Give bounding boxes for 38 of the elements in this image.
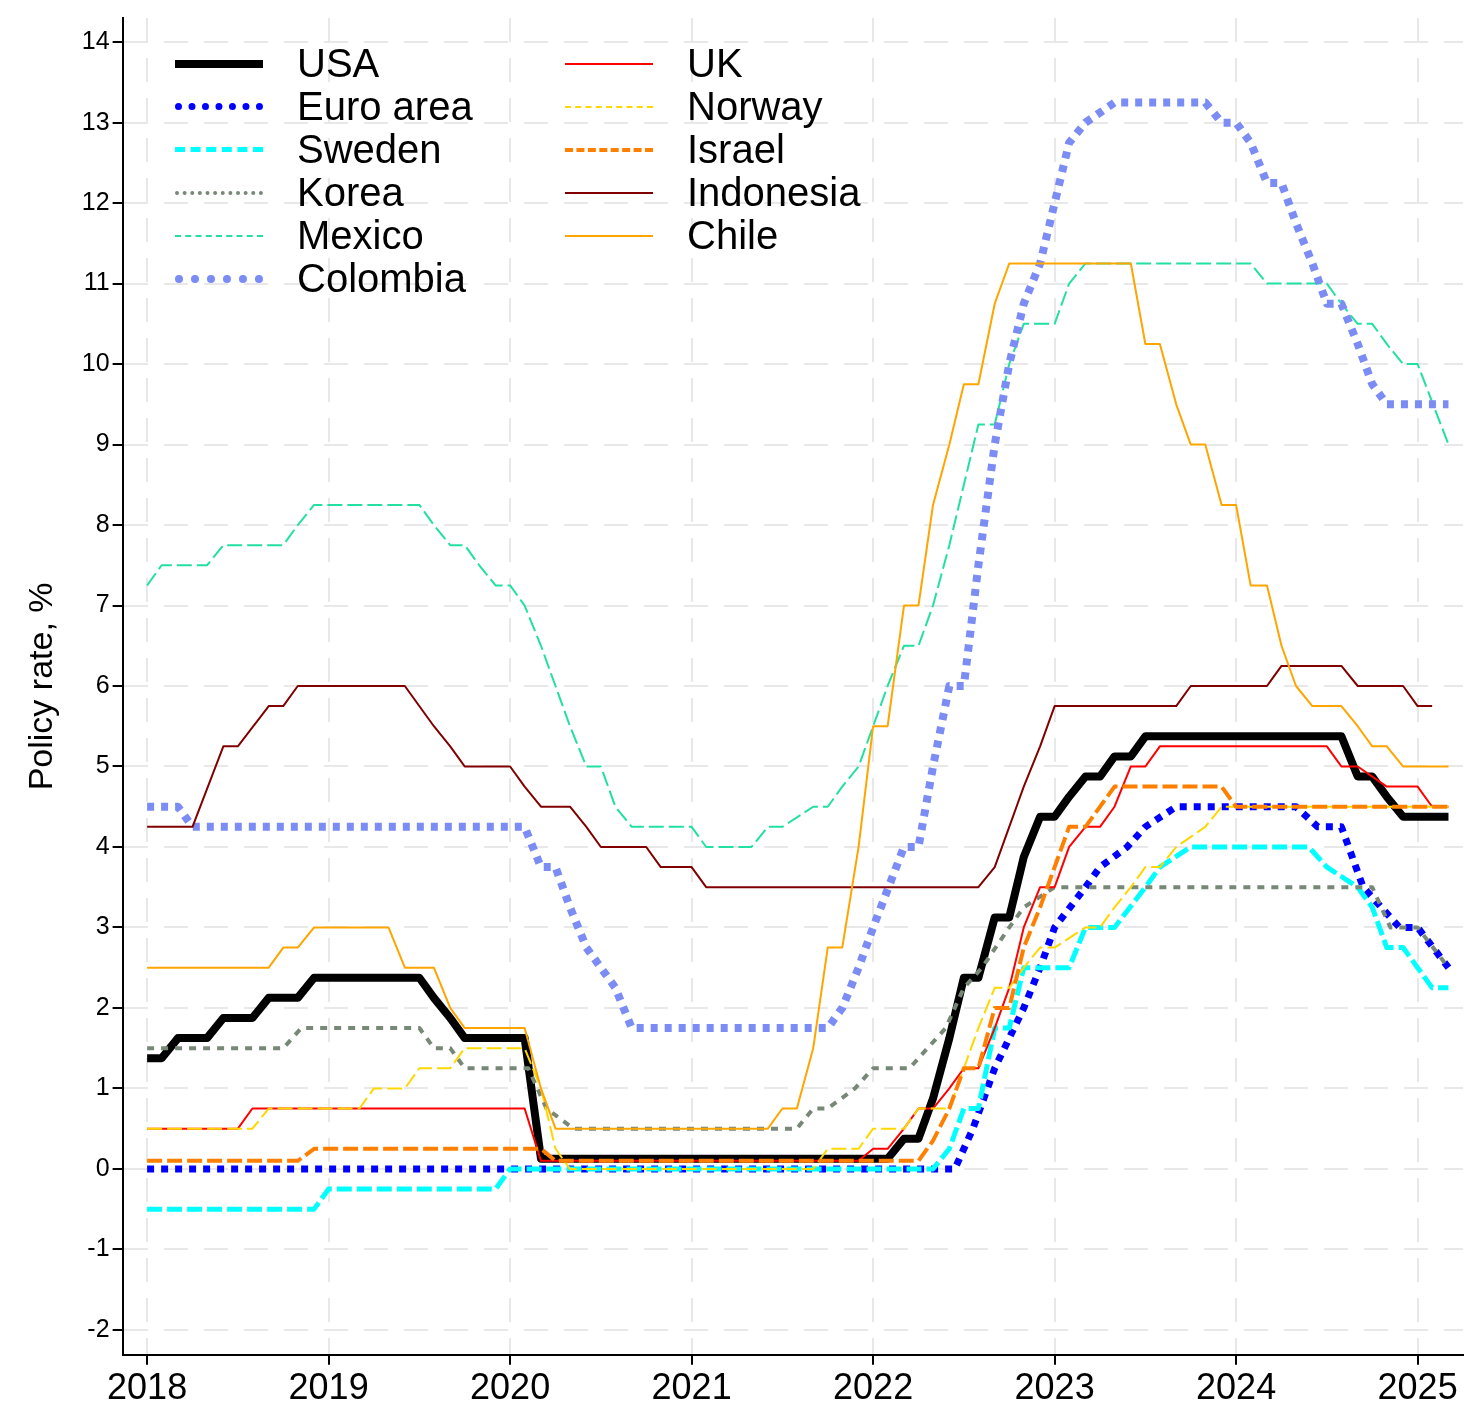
y-tick-label: 12 bbox=[81, 187, 110, 215]
x-tick-label: 2020 bbox=[470, 1366, 551, 1408]
y-tick-label: -2 bbox=[87, 1313, 110, 1342]
x-tick-label: 2019 bbox=[288, 1366, 369, 1408]
y-tick-label: 6 bbox=[95, 669, 110, 698]
legend-label: Sweden bbox=[297, 127, 442, 171]
y-tick-label: 8 bbox=[95, 508, 110, 537]
y-tick-label: 0 bbox=[95, 1152, 110, 1181]
y-tick-label: 7 bbox=[95, 589, 110, 618]
legend-label: USA bbox=[297, 41, 380, 85]
legend-label: Norway bbox=[687, 84, 823, 128]
y-tick-label: 4 bbox=[95, 830, 110, 859]
y-tick-label: 3 bbox=[95, 911, 110, 940]
x-tick-label: 2025 bbox=[1377, 1366, 1458, 1408]
y-tick-label: 2 bbox=[95, 991, 110, 1020]
x-tick-label: 2018 bbox=[107, 1366, 188, 1408]
line-series bbox=[146, 262, 1450, 848]
legend-label: Israel bbox=[687, 127, 785, 171]
x-tick-label: 2024 bbox=[1196, 1366, 1277, 1408]
y-tick-label: 1 bbox=[95, 1072, 110, 1101]
legend-label: Colombia bbox=[297, 256, 466, 300]
legend-label: Indonesia bbox=[687, 170, 861, 214]
legend-label: Korea bbox=[297, 170, 404, 214]
x-tick-label: 2021 bbox=[651, 1366, 732, 1408]
x-tick-label: 2022 bbox=[833, 1366, 914, 1408]
legend-label: Mexico bbox=[297, 213, 424, 257]
y-tick-label: -1 bbox=[87, 1233, 110, 1262]
y-tick-label: 5 bbox=[95, 750, 110, 779]
legend-label: Euro area bbox=[297, 84, 473, 128]
y-tick-label: 9 bbox=[95, 428, 110, 457]
legend-label: Chile bbox=[687, 213, 779, 257]
x-tick-label: 2023 bbox=[1014, 1366, 1095, 1408]
y-axis-title: Policy rate, % bbox=[20, 582, 59, 791]
y-tick-label: 13 bbox=[81, 106, 110, 135]
y-tick-label: 10 bbox=[81, 347, 110, 376]
y-tick-label: 11 bbox=[83, 267, 110, 296]
legend-label: UK bbox=[687, 41, 743, 85]
y-tick-label: 14 bbox=[81, 26, 110, 55]
